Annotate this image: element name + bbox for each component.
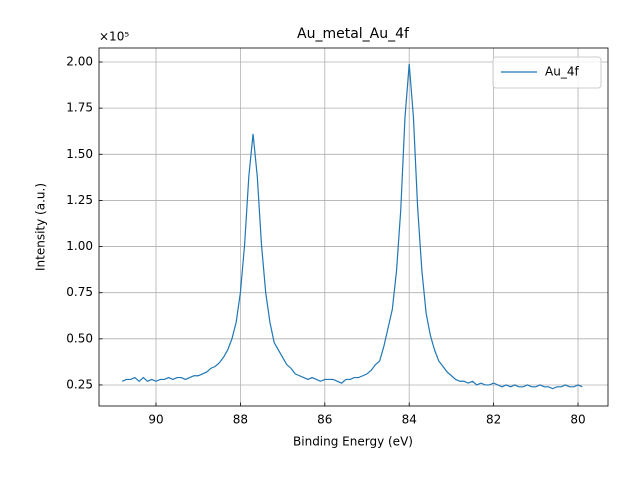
y-offset-label: ×10⁵ [99,30,129,44]
x-tick-label: 82 [486,413,501,427]
y-tick-label: 1.50 [66,147,93,161]
chart-title: Au_metal_Au_4f [297,26,410,42]
y-tick-label: 2.00 [66,55,93,69]
legend-label: Au_4f [545,65,579,79]
y-tick-label: 1.75 [66,101,93,115]
y-tick-label: 0.25 [66,377,93,391]
x-tick-label: 90 [148,413,163,427]
x-tick-label: 86 [317,413,332,427]
y-axis-label: Intensity (a.u.) [34,183,48,271]
x-axis-label: Binding Energy (eV) [293,435,413,449]
y-tick-label: 0.75 [66,285,93,299]
legend-box [492,56,602,89]
x-tick-label: 80 [570,413,585,427]
y-tick-label: 1.00 [66,239,93,253]
y-tick-label: 1.25 [66,193,93,207]
data-line [121,63,583,390]
x-tick-label: 84 [402,413,417,427]
y-tick-label: 0.50 [66,331,93,345]
x-tick-label: 88 [233,413,248,427]
plot-frame [98,47,609,407]
